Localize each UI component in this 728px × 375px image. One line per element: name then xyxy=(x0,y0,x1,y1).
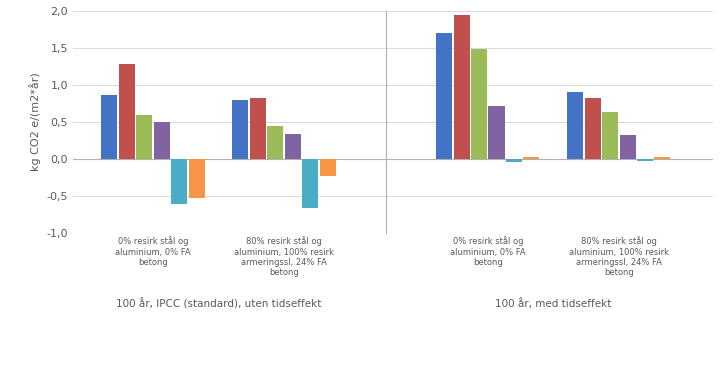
Text: 0% resirk stål og
aluminium, 0% FA
betong: 0% resirk stål og aluminium, 0% FA beton… xyxy=(450,236,526,267)
Bar xyxy=(285,134,301,159)
Text: 100 år, med tidseffekt: 100 år, med tidseffekt xyxy=(495,298,612,309)
Bar xyxy=(471,49,487,159)
Bar xyxy=(250,98,266,159)
Bar xyxy=(101,95,117,159)
Bar xyxy=(171,159,187,204)
Bar xyxy=(637,159,653,161)
Bar xyxy=(620,135,636,159)
Bar xyxy=(567,92,583,159)
Bar xyxy=(602,112,618,159)
Bar xyxy=(232,100,248,159)
Bar xyxy=(488,106,505,159)
Bar xyxy=(454,15,470,159)
Y-axis label: kg CO2 e/(m2*år): kg CO2 e/(m2*år) xyxy=(29,72,41,171)
Bar xyxy=(320,159,336,177)
Bar xyxy=(585,98,601,159)
Bar xyxy=(506,159,522,162)
Bar xyxy=(654,157,670,159)
Text: 0% resirk stål og
aluminium, 0% FA
betong: 0% resirk stål og aluminium, 0% FA beton… xyxy=(115,236,191,267)
Text: 100 år, IPCC (standard), uten tidseffekt: 100 år, IPCC (standard), uten tidseffekt xyxy=(116,298,321,309)
Bar xyxy=(302,159,318,208)
Bar xyxy=(136,114,152,159)
Bar xyxy=(267,126,283,159)
Text: 80% resirk stål og
aluminium, 100% resirk
armeringssl, 24% FA
betong: 80% resirk stål og aluminium, 100% resir… xyxy=(234,236,334,278)
Bar xyxy=(189,159,205,198)
Bar xyxy=(436,33,452,159)
Bar xyxy=(119,64,135,159)
Bar xyxy=(154,122,170,159)
Text: 80% resirk stål og
aluminium, 100% resirk
armeringssl, 24% FA
betong: 80% resirk stål og aluminium, 100% resir… xyxy=(569,236,669,278)
Bar xyxy=(523,157,539,159)
